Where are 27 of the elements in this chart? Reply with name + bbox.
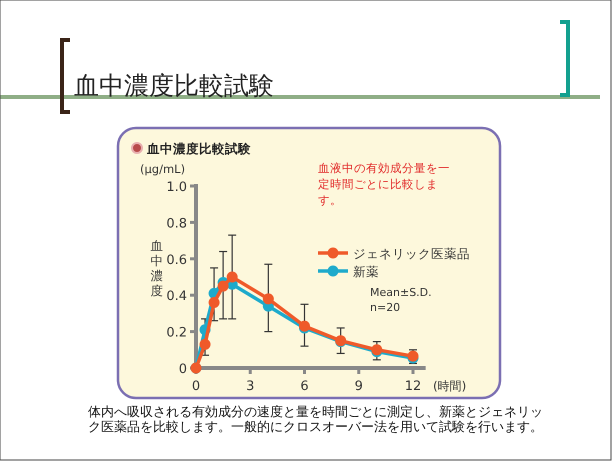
legend-label: ジェネリック医薬品 [353,246,470,261]
x-tick-label: 0 [192,379,200,394]
annotation: n=20 [370,301,400,314]
x-tick-label: 6 [300,379,309,394]
text: 体内へ吸収される有効成分の速度と量を時間ごとに測定し、新薬とジェネリック医薬品を比較します。一般的にクロスオーバー法を用いて試験を行います。 [88,405,544,435]
point [208,296,220,308]
chart-subtitle: 血中濃度比較試験 [146,141,252,156]
x-tick-label: 9 [354,379,363,394]
x-axis-title: (時間) [433,379,466,393]
y-tick-label: 0 [178,362,187,377]
y-axis-title: 血中濃度 [150,238,164,298]
y-tick-label: 0.8 [166,216,187,232]
text: (μg/mL) [140,162,186,176]
point [200,338,211,350]
legend-label: 新薬 [353,264,379,279]
x-tick-label: 12 [404,379,422,394]
annotation: Mean±S.D. [370,286,432,299]
point [262,293,274,304]
point [218,280,229,292]
annotation: 血液中の有効成分量を一定時間ごとに比較します。 [318,160,451,208]
y-tick-label: 0.2 [166,326,187,341]
y-tick-label: 1.0 [166,180,187,195]
chart-title: 血中濃度比較試験 [74,71,274,100]
y-tick-label: 0.4 [166,289,187,304]
y-tick-label: 0.6 [166,252,187,268]
x-tick-label: 3 [246,379,254,394]
point [226,272,238,282]
